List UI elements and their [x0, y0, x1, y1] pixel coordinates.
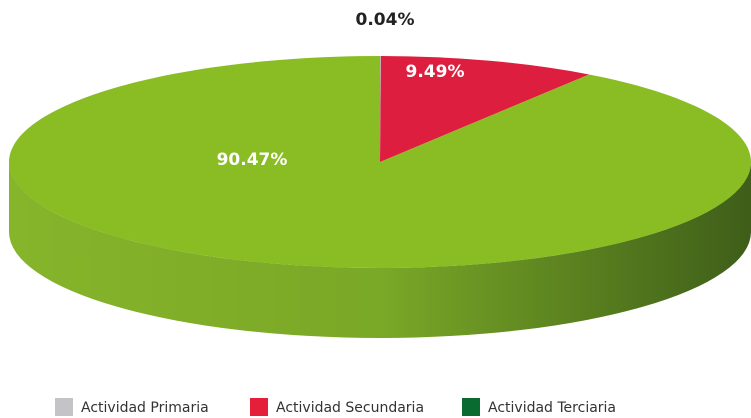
pie-side [9, 162, 751, 338]
legend-label: Actividad Primaria [81, 400, 209, 416]
legend-swatch [55, 398, 73, 416]
pie-slice [9, 56, 751, 268]
value-label: 9.49% [406, 62, 465, 82]
legend-label: Actividad Terciaria [488, 400, 616, 416]
pie-slice [380, 56, 590, 162]
pie-slice [380, 56, 381, 162]
value-label: 90.47% [217, 150, 288, 170]
value-label: 0.04% [356, 10, 415, 30]
legend-label: Actividad Secundaria [276, 400, 424, 416]
legend-swatch [250, 398, 268, 416]
legend-swatch [462, 398, 480, 416]
